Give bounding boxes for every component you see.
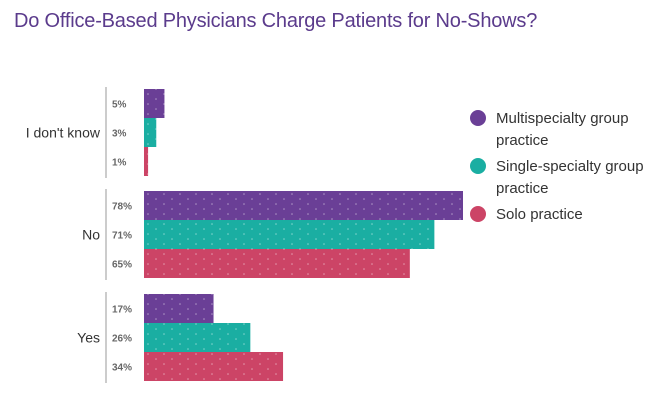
value-label-yes-solo-practice: 34%: [112, 363, 132, 374]
legend-swatch-single-specialty: [470, 158, 486, 174]
bar-texture-i-don-t-know-multispecialty-group-practice: [144, 89, 165, 118]
legend-item-single-specialty: Single-specialty group practice: [470, 156, 645, 200]
bar-texture-yes-solo-practice: [144, 352, 284, 381]
bar-texture-no-multispecialty-group-practice: [144, 191, 463, 220]
legend-swatch-multispecialty: [470, 110, 486, 126]
value-label-yes-multispecialty-group-practice: 17%: [112, 305, 132, 316]
chart-title: Do Office-Based Physicians Charge Patien…: [14, 10, 538, 32]
value-label-i-don-t-know-multispecialty-group-practice: 5%: [112, 100, 127, 111]
bar-texture-no-single-specialty-group-practice: [144, 220, 435, 249]
bar-texture-i-don-t-know-single-specialty-group-practice: [144, 118, 157, 147]
legend-label-single-specialty: Single-specialty group practice: [496, 158, 644, 197]
value-label-no-single-specialty-group-practice: 71%: [112, 231, 132, 242]
category-label-no: No: [82, 227, 100, 243]
legend-label-multispecialty: Multispecialty group practice: [496, 110, 629, 149]
legend-label-solo: Solo practice: [496, 206, 583, 223]
legend: Multispecialty group practice Single-spe…: [470, 108, 645, 230]
value-label-i-don-t-know-solo-practice: 1%: [112, 158, 127, 169]
bar-texture-yes-single-specialty-group-practice: [144, 323, 251, 352]
value-label-no-solo-practice: 65%: [112, 260, 132, 271]
category-label-yes: Yes: [77, 330, 100, 346]
bar-texture-yes-multispecialty-group-practice: [144, 294, 214, 323]
value-label-yes-single-specialty-group-practice: 26%: [112, 334, 132, 345]
legend-item-multispecialty: Multispecialty group practice: [470, 108, 645, 152]
value-label-i-don-t-know-single-specialty-group-practice: 3%: [112, 129, 127, 140]
legend-item-solo: Solo practice: [470, 204, 645, 226]
value-label-no-multispecialty-group-practice: 78%: [112, 202, 132, 213]
bar-texture-no-solo-practice: [144, 249, 410, 278]
legend-swatch-solo: [470, 206, 486, 222]
category-label-i-don-t-know: I don't know: [26, 125, 101, 141]
bar-texture-i-don-t-know-solo-practice: [144, 147, 149, 176]
